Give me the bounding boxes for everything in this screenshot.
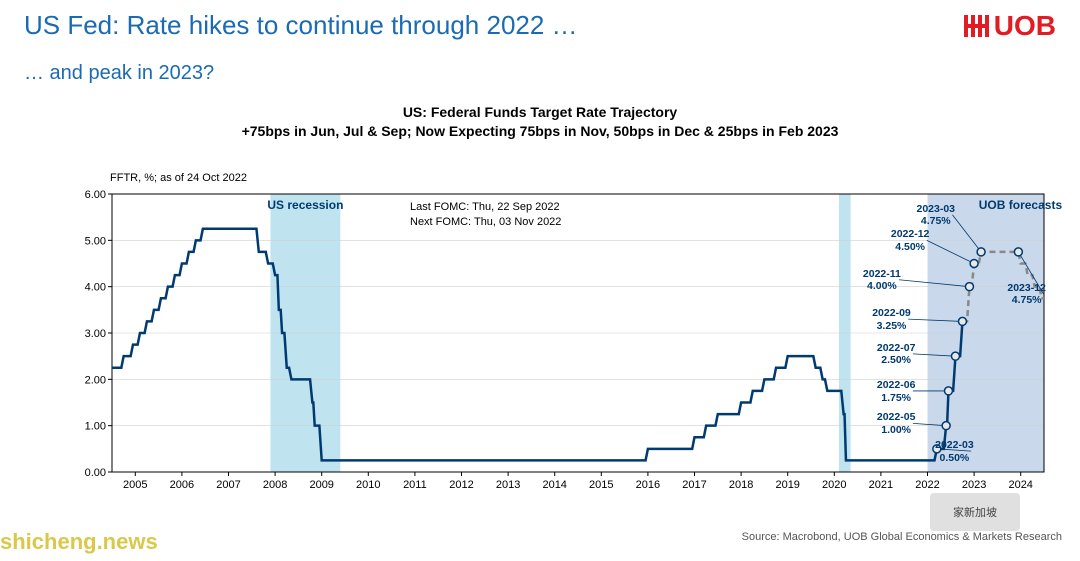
y-tick-label: 1.00 bbox=[85, 421, 106, 433]
chart-title-line1: US: Federal Funds Target Rate Trajectory bbox=[403, 104, 677, 120]
chart-title: US: Federal Funds Target Rate Trajectory… bbox=[0, 103, 1080, 141]
x-tick-label: 2021 bbox=[869, 479, 893, 491]
forecast-point-label: 2022-093.25% bbox=[872, 307, 911, 332]
y-tick-label: 0.00 bbox=[85, 467, 106, 479]
forecast-point-label: 2022-124.50% bbox=[891, 228, 930, 253]
forecast-point-label: 2022-051.00% bbox=[877, 411, 916, 436]
forecast-point bbox=[1014, 248, 1022, 256]
x-tick-label: 2013 bbox=[496, 479, 520, 491]
x-tick-label: 2024 bbox=[1008, 479, 1032, 491]
y-tick-label: 6.00 bbox=[85, 190, 106, 201]
x-tick-label: 2010 bbox=[356, 479, 380, 491]
page-subtitle: … and peak in 2023? bbox=[0, 42, 1080, 85]
fomc-notes: Last FOMC: Thu, 22 Sep 2022 Next FOMC: T… bbox=[410, 200, 561, 231]
wechat-badge-text: 家新加坡 bbox=[953, 504, 997, 520]
chart-title-line2: +75bps in Jun, Jul & Sep; Now Expecting … bbox=[242, 123, 839, 139]
wechat-badge: 家新加坡 bbox=[930, 493, 1020, 531]
uob-logo-icon bbox=[964, 15, 990, 37]
forecast-point bbox=[944, 387, 952, 395]
x-tick-label: 2015 bbox=[589, 479, 613, 491]
forecast-point-label: 2022-072.50% bbox=[877, 342, 916, 367]
forecast-point bbox=[965, 283, 973, 291]
watermark: shicheng.news bbox=[0, 529, 158, 555]
x-tick-label: 2009 bbox=[309, 479, 333, 491]
x-tick-label: 2008 bbox=[263, 479, 287, 491]
uob-logo-text: UOB bbox=[994, 10, 1056, 42]
x-tick-label: 2023 bbox=[962, 479, 986, 491]
fomc-last: Last FOMC: Thu, 22 Sep 2022 bbox=[410, 201, 560, 213]
chart-source: Source: Macrobond, UOB Global Economics … bbox=[742, 531, 1062, 543]
forecast-point-label: 2022-114.00% bbox=[863, 268, 901, 293]
forecast-band-label: UOB forecasts bbox=[979, 198, 1062, 212]
forecast-point bbox=[977, 248, 985, 256]
forecast-point-label: 2022-061.75% bbox=[877, 379, 916, 404]
y-tick-label: 2.00 bbox=[85, 374, 106, 386]
x-tick-label: 2022 bbox=[915, 479, 939, 491]
forecast-point-label: 2023-034.75% bbox=[916, 203, 955, 228]
x-tick-label: 2020 bbox=[822, 479, 846, 491]
x-tick-label: 2006 bbox=[170, 479, 194, 491]
x-tick-label: 2005 bbox=[123, 479, 147, 491]
x-tick-label: 2016 bbox=[636, 479, 660, 491]
page-title: US Fed: Rate hikes to continue through 2… bbox=[24, 10, 578, 41]
uob-logo: UOB bbox=[964, 10, 1056, 42]
x-tick-label: 2019 bbox=[775, 479, 799, 491]
forecast-point bbox=[951, 352, 959, 360]
forecast-point bbox=[942, 422, 950, 430]
x-tick-label: 2011 bbox=[403, 479, 427, 491]
forecast-point bbox=[970, 260, 978, 268]
axis-note: FFTR, %; as of 24 Oct 2022 bbox=[110, 172, 247, 184]
fomc-next: Next FOMC: Thu, 03 Nov 2022 bbox=[410, 216, 561, 228]
recession-label: US recession bbox=[267, 198, 343, 212]
y-tick-label: 5.00 bbox=[85, 235, 106, 247]
forecast-point-label: 2022-030.50% bbox=[935, 439, 974, 464]
forecast-point bbox=[958, 317, 966, 325]
y-tick-label: 4.00 bbox=[85, 282, 106, 294]
y-tick-label: 3.00 bbox=[85, 328, 106, 340]
x-tick-label: 2014 bbox=[542, 479, 566, 491]
forecast-point-label: 2023-124.75% bbox=[1007, 282, 1046, 307]
x-tick-label: 2012 bbox=[449, 479, 473, 491]
x-tick-label: 2017 bbox=[682, 479, 706, 491]
x-tick-label: 2007 bbox=[216, 479, 240, 491]
x-tick-label: 2018 bbox=[729, 479, 753, 491]
